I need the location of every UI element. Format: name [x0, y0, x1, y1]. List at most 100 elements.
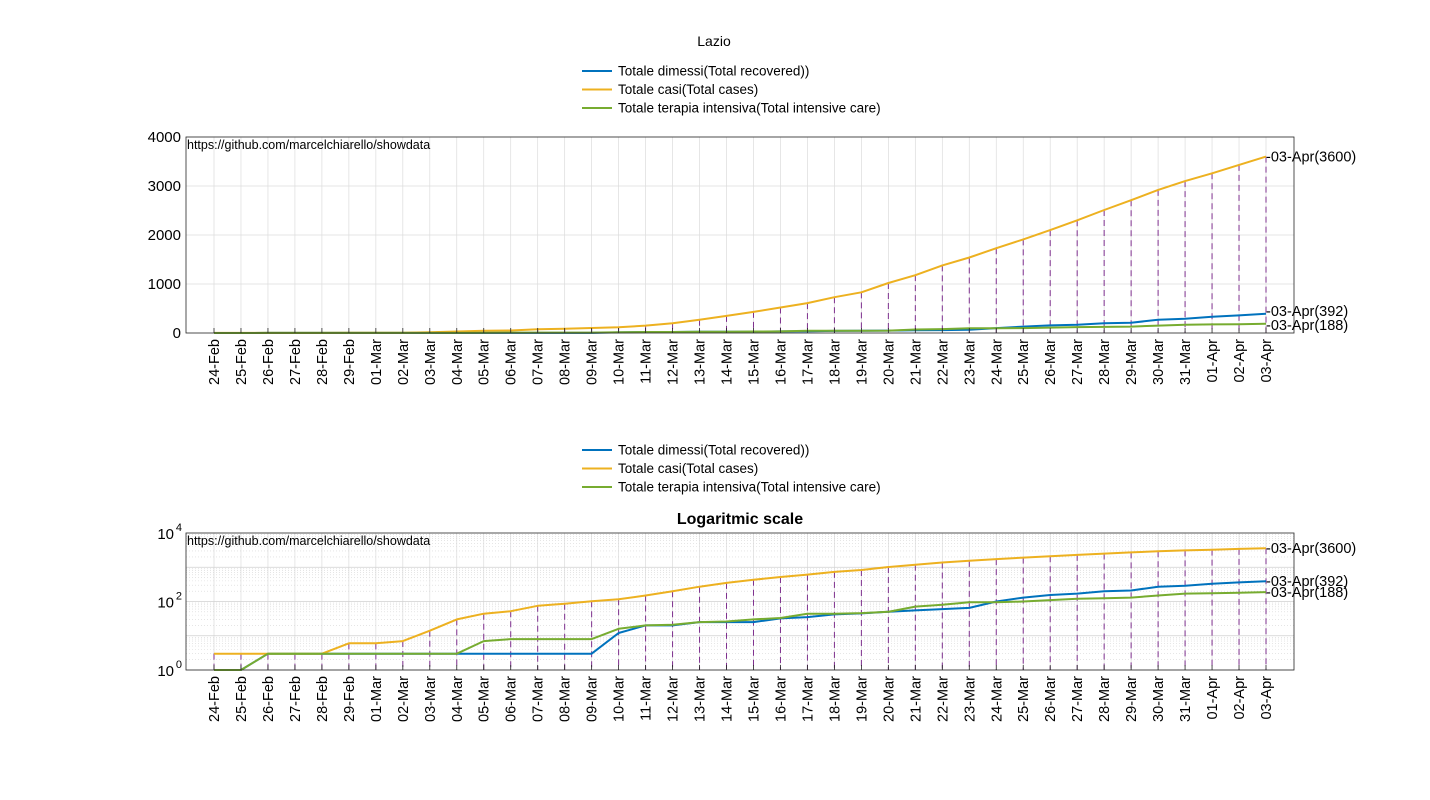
x-tick-label: 27-Feb	[288, 676, 304, 722]
x-tick-label: 18-Mar	[827, 339, 843, 385]
x-ticks-log: 24-Feb 25-Feb 26-Feb 27-Feb 28-Feb 29-Feb 01-M…	[207, 665, 1275, 722]
x-tick-label: 13-Mar	[693, 339, 709, 385]
end-label: -03-Apr(392)	[1266, 574, 1348, 590]
x-tick-label: 25-Feb	[234, 339, 250, 385]
x-tick-label: 02-Mar	[396, 339, 412, 385]
x-tick-label: 25-Feb	[234, 676, 250, 722]
x-tick-label: 29-Feb	[342, 339, 358, 385]
x-tick-label: 12-Mar	[666, 676, 682, 722]
axes-box-linear	[185, 136, 1295, 334]
x-tick-label: 19-Mar	[854, 339, 870, 385]
end-label: -03-Apr(188)	[1266, 585, 1348, 601]
end-labels-linear: -03-Apr(3600) -03-Apr(392)-03-Apr(188)	[1266, 150, 1356, 334]
linear-chart: 0 1000 2000 3000 4000 24-Feb 25-Feb 26-Feb 27-F…	[148, 129, 1357, 385]
y-tick-label: 4000	[148, 129, 181, 146]
x-ticks-linear: 24-Feb 25-Feb 26-Feb 27-Feb 28-Feb 29-Feb 01-M…	[207, 328, 1275, 385]
x-tick-label: 03-Apr	[1259, 676, 1275, 720]
x-tick-label: 02-Mar	[396, 676, 412, 722]
x-tick-label: 11-Mar	[639, 339, 655, 384]
legend-entry: Totale dimessi(Total recovered))	[618, 64, 809, 79]
x-tick-label: 10-Mar	[612, 339, 628, 385]
x-tick-label: 05-Mar	[477, 339, 493, 385]
x-tick-label: 08-Mar	[558, 339, 574, 385]
x-tick-label: 27-Feb	[288, 339, 304, 385]
x-tick-label: 14-Mar	[720, 339, 736, 385]
x-tick-label: 28-Feb	[315, 339, 331, 385]
x-tick-label: 26-Feb	[261, 676, 277, 722]
x-tick-label: 13-Mar	[693, 676, 709, 722]
end-label: -03-Apr(392)	[1266, 304, 1348, 320]
figure-title: Lazio	[697, 33, 731, 49]
x-tick-label: 28-Feb	[315, 676, 331, 722]
end-label: -03-Apr(188)	[1266, 318, 1348, 334]
x-tick-label: 17-Mar	[800, 339, 816, 385]
x-tick-label: 29-Mar	[1124, 676, 1140, 722]
x-tick-label: 09-Mar	[585, 339, 601, 385]
x-tick-label: 03-Apr	[1259, 339, 1275, 383]
x-tick-label: 27-Mar	[1070, 339, 1086, 385]
series-line	[214, 591, 1267, 671]
series-linear	[214, 155, 1267, 334]
x-tick-label: 23-Mar	[962, 676, 978, 722]
x-tick-label: 07-Mar	[531, 676, 547, 722]
axes-box-log	[185, 532, 1295, 671]
x-tick-label: 28-Mar	[1097, 339, 1113, 385]
series-line	[214, 155, 1267, 334]
x-tick-label: 06-Mar	[504, 339, 520, 385]
x-tick-label: 12-Mar	[666, 339, 682, 385]
legend-entry: Totale dimessi(Total recovered))	[618, 443, 809, 458]
x-tick-label: 24-Mar	[989, 339, 1005, 385]
legend-entry: Totale casi(Total cases)	[618, 82, 758, 97]
x-tick-label: 24-Mar	[989, 676, 1005, 722]
series-line	[214, 312, 1267, 334]
x-tick-label: 02-Apr	[1232, 676, 1248, 720]
drop-lines-linear	[213, 156, 1267, 333]
series-line	[214, 580, 1267, 671]
y-tick-exponent: 2	[176, 591, 182, 603]
end-labels-log: -03-Apr(3600) -03-Apr(392)-03-Apr(188)	[1266, 541, 1356, 601]
x-tick-label: 22-Mar	[935, 339, 951, 385]
legend-entry: Totale terapia intensiva(Total intensive…	[618, 480, 881, 495]
x-tick-label: 02-Apr	[1232, 339, 1248, 383]
legend-entry: Totale casi(Total cases)	[618, 461, 758, 476]
x-tick-label: 15-Mar	[746, 676, 762, 722]
y-tick-label: 10	[157, 663, 174, 680]
x-tick-label: 18-Mar	[827, 676, 843, 722]
x-tick-label: 22-Mar	[935, 676, 951, 722]
x-tick-label: 30-Mar	[1151, 339, 1167, 385]
x-tick-label: 29-Mar	[1124, 339, 1140, 385]
x-tick-label: 21-Mar	[908, 339, 924, 385]
y-ticks-linear: 0 1000 2000 3000 4000	[148, 129, 181, 342]
x-tick-label: 03-Mar	[423, 676, 439, 722]
x-tick-label: 20-Mar	[881, 339, 897, 385]
x-tick-label: 01-Apr	[1205, 676, 1221, 720]
y-tick-label: 0	[173, 325, 181, 342]
x-tick-label: 04-Mar	[450, 339, 466, 385]
y-tick-label: 10	[157, 595, 174, 612]
series-line	[214, 547, 1267, 655]
x-tick-label: 14-Mar	[720, 676, 736, 722]
x-tick-label: 20-Mar	[881, 676, 897, 722]
log-chart-title: Logaritmic scale	[677, 511, 803, 528]
grid-linear	[186, 136, 1294, 334]
x-tick-label: 19-Mar	[854, 676, 870, 722]
x-tick-label: 26-Feb	[261, 339, 277, 385]
y-tick-exponent: 4	[176, 522, 182, 534]
y-tick-label: 3000	[148, 178, 181, 195]
x-tick-label: 06-Mar	[504, 676, 520, 722]
x-tick-label: 27-Mar	[1070, 676, 1086, 722]
watermark-linear: https://github.com/marcelchiarello/showd…	[187, 138, 430, 152]
y-tick-label: 10	[157, 526, 174, 543]
x-tick-label: 01-Mar	[369, 339, 385, 385]
x-tick-label: 21-Mar	[908, 676, 924, 722]
x-tick-label: 26-Mar	[1043, 339, 1059, 385]
x-tick-label: 29-Feb	[342, 676, 358, 722]
x-tick-label: 09-Mar	[585, 676, 601, 722]
x-tick-label: 11-Mar	[639, 676, 655, 721]
x-tick-label: 28-Mar	[1097, 676, 1113, 722]
x-tick-label: 08-Mar	[558, 676, 574, 722]
x-tick-label: 30-Mar	[1151, 676, 1167, 722]
x-tick-label: 23-Mar	[962, 339, 978, 385]
watermark-log: https://github.com/marcelchiarello/showd…	[187, 534, 430, 548]
